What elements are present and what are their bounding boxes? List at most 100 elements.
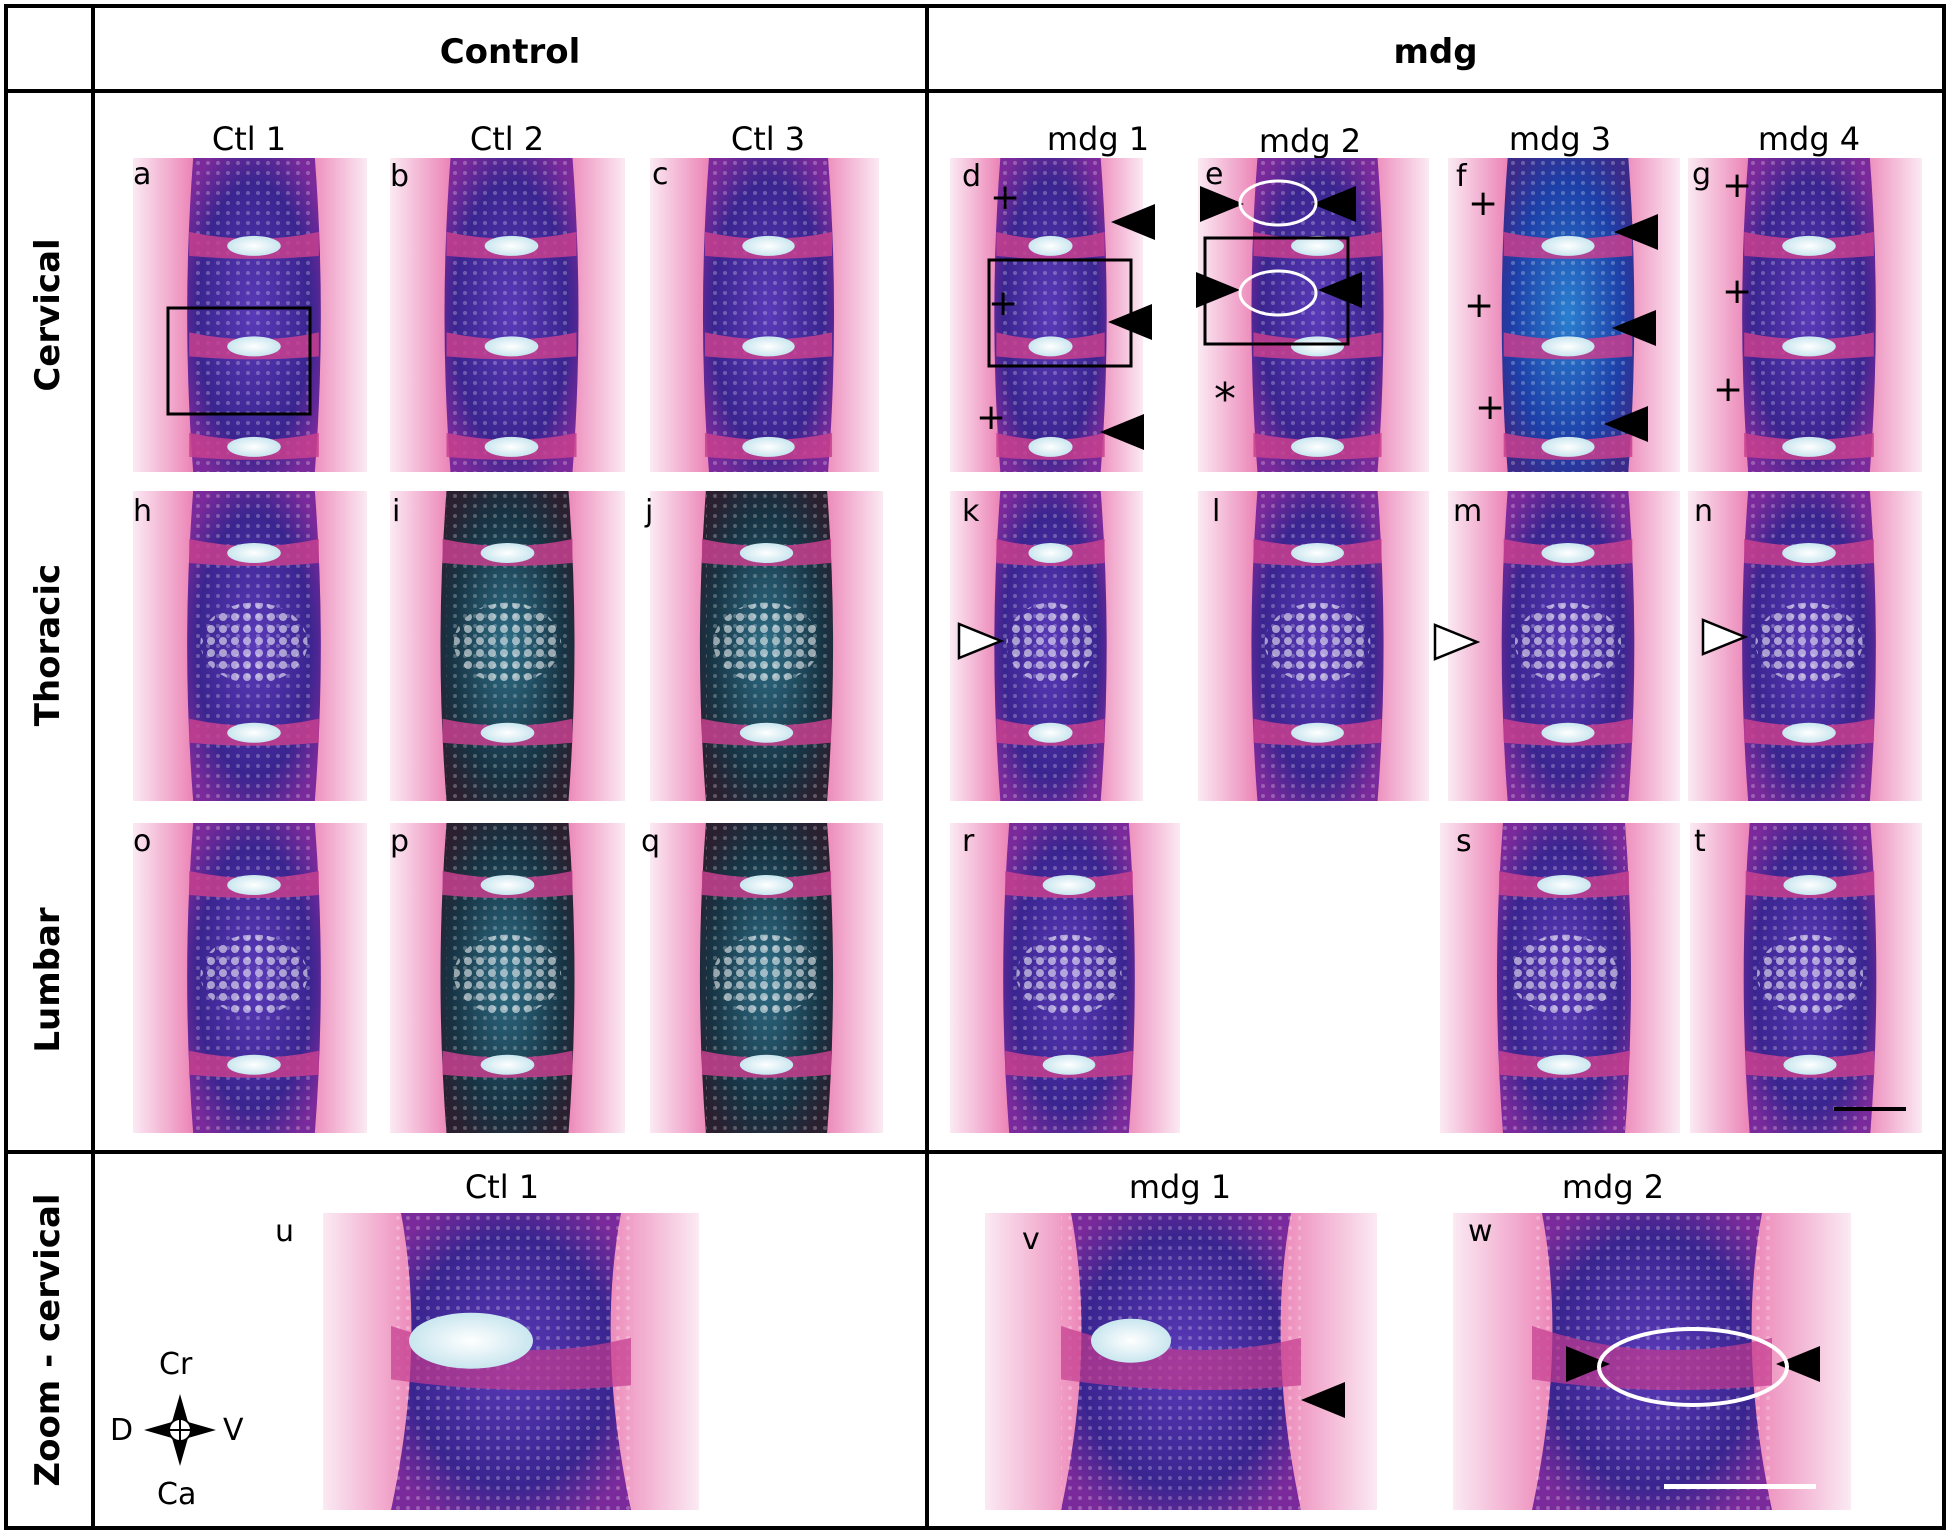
nucleus-pulposus <box>1782 543 1836 563</box>
panel-letter-h: h <box>133 494 153 529</box>
histology-image-c <box>650 158 879 472</box>
nucleus-pulposus <box>742 436 795 457</box>
panel-letter-d: d <box>962 159 982 194</box>
outer-border-left <box>4 4 8 1530</box>
plus-marker-g2: + <box>1722 271 1753 312</box>
nucleus-pulposus <box>1541 543 1595 563</box>
histology-image-o <box>133 823 367 1133</box>
nucleus-pulposus <box>1291 543 1344 563</box>
histology-image-i <box>390 491 625 801</box>
nucleus-pulposus <box>480 1054 535 1075</box>
nucleus-pulposus <box>227 436 281 457</box>
nucleus-pulposus <box>1537 1054 1591 1075</box>
vertebral-column <box>1003 823 1135 1133</box>
panel-v-mdg1-zoom <box>985 1213 1377 1510</box>
header-divider <box>4 89 1946 93</box>
histology-image-n <box>1688 491 1922 801</box>
nucleus-pulposus <box>1291 436 1344 457</box>
orientation-dorsal-label: D <box>110 1413 134 1448</box>
panel-w-mdg2-zoom <box>1453 1213 1851 1510</box>
nucleus-pulposus <box>1291 722 1344 743</box>
vertebral-column <box>444 158 579 472</box>
nucleus-pulposus <box>739 875 794 895</box>
nucleus-pulposus <box>1541 235 1595 256</box>
nucleus-pulposus <box>739 1054 794 1075</box>
scale-bar-top <box>1834 1107 1906 1111</box>
panel-letter-f: f <box>1456 159 1467 194</box>
row-label-cervical: Cervical <box>28 238 68 392</box>
plus-marker-d3: + <box>976 397 1007 438</box>
histology-image-g <box>1688 158 1922 472</box>
panel-letter-o: o <box>133 824 152 859</box>
histology-image-q <box>650 823 883 1133</box>
plus-marker-g1: + <box>1722 165 1753 206</box>
vertebral-column <box>187 158 321 472</box>
vertebral-column <box>699 491 834 801</box>
histology-image-w <box>1453 1213 1851 1510</box>
zoom-title-mdg2: mdg 2 <box>1561 1168 1665 1206</box>
panel-letter-w: w <box>1468 1214 1493 1249</box>
nucleus-pulposus <box>1042 1054 1096 1075</box>
vertebral-column <box>1742 491 1876 801</box>
hypertrophic-zone <box>713 934 820 1016</box>
vertebral-column <box>1742 158 1876 472</box>
hypertrophic-zone <box>453 934 562 1016</box>
panel-r-mdg1-lumbar <box>950 823 1180 1133</box>
panel-a-ctl1-cervical <box>133 158 367 472</box>
orientation-cranial-label: Cr <box>159 1347 193 1382</box>
histology-image-u <box>323 1213 699 1510</box>
nucleus-pulposus <box>1028 235 1073 256</box>
plus-marker-f1: + <box>1468 183 1499 224</box>
column-title-mdg1: mdg 1 <box>1046 120 1150 158</box>
hypertrophic-zone <box>1510 934 1618 1016</box>
group-divider <box>925 4 929 1530</box>
panel-letter-t: t <box>1694 824 1706 859</box>
histology-image-v <box>985 1213 1377 1510</box>
vertebral-column <box>1251 158 1384 472</box>
scale-bar-zoom <box>1664 1484 1816 1489</box>
nucleus-pulposus <box>1028 543 1073 563</box>
nucleus-pulposus <box>227 722 281 743</box>
nucleus-pulposus <box>742 336 795 357</box>
vertebral-column <box>1497 823 1631 1133</box>
zoom-title-mdg1: mdg 1 <box>1128 1168 1232 1206</box>
panel-o-ctl1-lumbar <box>133 823 367 1133</box>
nucleus-pulposus <box>480 722 535 743</box>
vertebral-column <box>1251 491 1384 801</box>
orientation-caudal-label: Ca <box>157 1477 197 1512</box>
nucleus-pulposus <box>484 235 539 256</box>
nucleus-pulposus <box>1783 875 1837 895</box>
nucleus-pulposus <box>1782 336 1836 357</box>
hypertrophic-zone <box>1016 934 1122 1016</box>
column-title-ctl3: Ctl 3 <box>730 120 806 158</box>
panel-letter-i: i <box>392 494 401 529</box>
nucleus-pulposus <box>480 543 535 563</box>
hypertrophic-zone <box>1755 602 1863 684</box>
hypertrophic-zone <box>200 934 308 1016</box>
nucleus-pulposus <box>227 543 281 563</box>
nucleus-pulposus <box>227 336 281 357</box>
row-label-zoom-cervical: Zoom - cervical <box>28 1193 68 1487</box>
nucleus-pulposus <box>1028 722 1073 743</box>
histology-image-m <box>1448 491 1680 801</box>
panel-c-ctl3-cervical <box>650 158 879 472</box>
panel-letter-k: k <box>962 494 980 529</box>
histology-image-r <box>950 823 1180 1133</box>
vertebral-column <box>1743 823 1877 1133</box>
panel-letter-n: n <box>1694 494 1714 529</box>
notochord-remnant <box>1091 1318 1171 1363</box>
histology-image-j <box>650 491 883 801</box>
hypertrophic-zone <box>1756 934 1864 1016</box>
column-title-ctl1: Ctl 1 <box>211 120 287 158</box>
hypertrophic-zone <box>1514 602 1622 684</box>
nucleus-pulposus <box>742 235 795 256</box>
panel-p-ctl2-lumbar <box>390 823 625 1133</box>
nucleus-pulposus <box>739 722 794 743</box>
header-control: Control <box>439 32 581 72</box>
panel-k-mdg1-thoracic <box>950 491 1143 801</box>
plus-marker-g3: + <box>1713 369 1744 410</box>
header-mdg: mdg <box>1393 32 1478 72</box>
nucleus-pulposus <box>1782 722 1836 743</box>
panel-letter-c: c <box>652 157 669 192</box>
nucleus-pulposus <box>1028 336 1073 357</box>
